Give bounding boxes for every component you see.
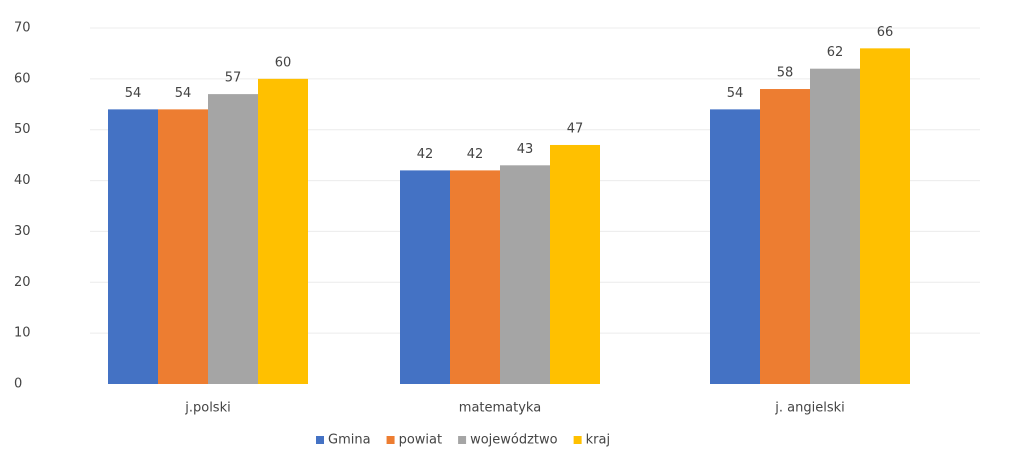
legend-label: kraj [586,433,610,448]
x-tick-label: j. angielski [774,401,844,416]
data-label: 57 [225,71,242,86]
bar [400,170,450,384]
legend-swatch [316,436,324,444]
bar [108,109,158,384]
y-tick-label: 60 [14,71,31,86]
legend-swatch [573,436,582,444]
x-tick-label: j.polski [184,401,230,416]
bar [550,144,600,384]
data-label: 43 [517,142,534,157]
legend-label: Gmina [328,433,371,448]
data-label: 47 [567,121,584,136]
bar [450,170,500,384]
data-label: 42 [467,147,484,162]
y-tick-label: 10 [14,326,31,341]
data-label: 66 [877,25,894,40]
data-label: 54 [727,86,744,101]
bar [500,165,550,384]
x-tick-label: matematyka [459,401,541,416]
legend-label: powiat [399,433,443,448]
y-tick-label: 20 [14,275,31,290]
legend-label: województwo [470,433,558,448]
legend-swatch [386,436,395,444]
bar [258,78,308,384]
bar [158,109,208,384]
data-label: 54 [175,86,192,101]
bar [208,94,258,384]
y-tick-label: 0 [14,377,22,392]
bar [710,109,760,384]
data-label: 58 [777,66,794,81]
y-tick-label: 40 [14,173,31,188]
y-tick-label: 70 [14,21,31,36]
data-label: 62 [827,45,844,60]
data-label: 54 [125,86,142,101]
bar [860,48,910,384]
y-tick-label: 30 [14,224,31,239]
data-label: 60 [275,55,292,70]
data-label: 42 [417,147,434,162]
legend-swatch [458,436,467,444]
bar [760,89,810,385]
y-tick-label: 50 [14,122,31,137]
bar [810,68,860,384]
